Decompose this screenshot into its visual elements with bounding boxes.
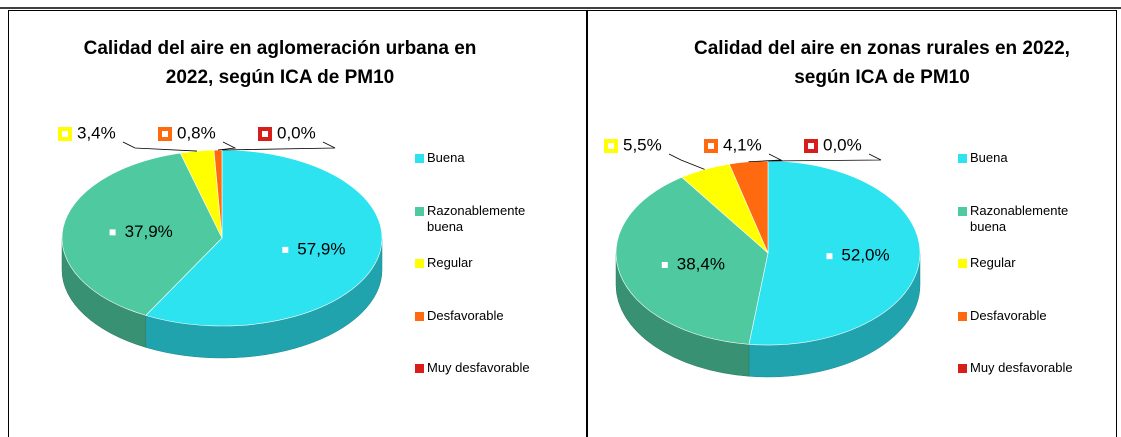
legend-item: Desfavorable <box>958 308 1100 324</box>
legend-label: Muy desfavorable <box>970 360 1073 375</box>
legend-swatch <box>415 154 424 163</box>
data-label: 38,4% <box>677 254 725 273</box>
legend-item: Muy desfavorable <box>958 360 1100 376</box>
data-label: 3,4% <box>77 123 116 142</box>
legend-item: Regular <box>958 255 1100 271</box>
legend-label: Razonablemente buena <box>970 202 1069 234</box>
label-marker-inner <box>62 131 68 137</box>
panel-border <box>8 10 587 437</box>
leader-line <box>767 153 882 162</box>
label-marker-inner <box>661 261 668 268</box>
legend-item: Muy desfavorable <box>415 360 557 376</box>
leader-line <box>748 153 783 163</box>
label-marker-inner <box>708 143 714 149</box>
legend-label: Buena <box>427 150 465 165</box>
legend-swatch <box>415 311 424 321</box>
label-marker-inner <box>808 143 814 149</box>
legend-label: Regular <box>970 255 1016 270</box>
slice <box>61 152 223 316</box>
legend-item: Razonablemente buena <box>415 203 557 235</box>
data-label: 4,1% <box>723 135 762 154</box>
legend-swatch <box>415 364 424 373</box>
chart-title: Calidad del aire en aglomeración urbana … <box>83 38 477 88</box>
data-label: 5,5% <box>623 135 662 154</box>
leader-line <box>122 141 197 152</box>
data-label: 0,0% <box>823 135 862 154</box>
legend-label: Desfavorable <box>427 307 504 323</box>
data-label: 0,0% <box>277 123 316 142</box>
leader-line <box>221 141 336 151</box>
legend-swatch <box>415 259 424 268</box>
data-label: 57,9% <box>297 239 345 258</box>
legend-swatch <box>958 154 967 163</box>
legend-swatch <box>958 311 967 321</box>
legend-swatch <box>958 259 967 268</box>
legend-label: Desfavorable <box>970 307 1047 323</box>
panel-border <box>587 10 1117 437</box>
label-marker-inner <box>109 229 116 236</box>
label-marker-inner <box>162 131 168 137</box>
chart-title: Calidad del aire en zonas rurales en 202… <box>694 38 1070 88</box>
label-marker-inner <box>826 253 833 260</box>
legend-item: Desfavorable <box>415 308 557 324</box>
legend-swatch <box>415 206 424 216</box>
data-label: 52,0% <box>841 246 889 265</box>
label-marker-inner <box>608 143 614 149</box>
legend-item: Buena <box>415 150 557 166</box>
legend-item: Regular <box>415 255 557 271</box>
legend-label: Razonablemente buena <box>427 202 526 234</box>
leader-line <box>217 141 237 151</box>
leader-line <box>668 153 705 170</box>
label-marker-inner <box>262 131 268 137</box>
slice <box>615 176 769 345</box>
legend-label: Regular <box>427 255 473 270</box>
legend-swatch <box>958 206 967 216</box>
slice <box>145 149 383 327</box>
data-label: 37,9% <box>125 222 173 241</box>
label-marker-inner <box>282 246 289 253</box>
legend-item: Buena <box>958 150 1100 166</box>
legend-label: Buena <box>970 150 1008 165</box>
data-label: 0,8% <box>177 123 216 142</box>
legend-item: Razonablemente buena <box>958 203 1100 235</box>
legend-label: Muy desfavorable <box>427 360 530 375</box>
legend-swatch <box>958 364 967 373</box>
